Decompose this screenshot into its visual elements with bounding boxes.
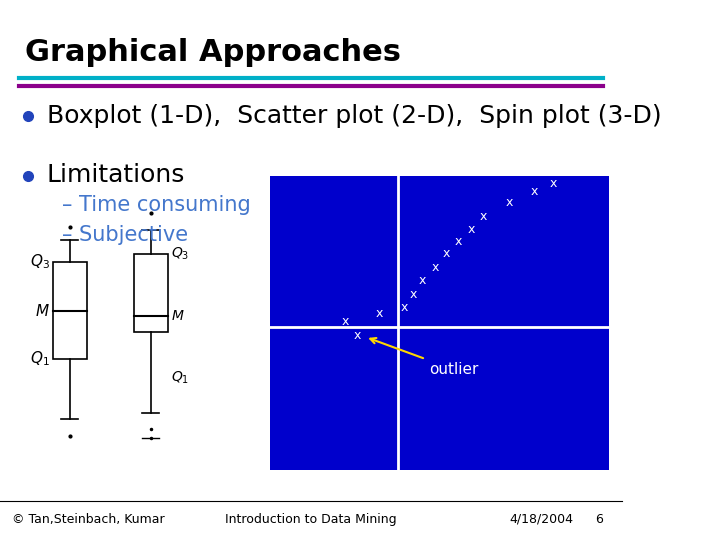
Text: $Q_1$: $Q_1$ — [30, 350, 50, 368]
Text: 4/18/2004: 4/18/2004 — [510, 513, 574, 526]
Text: x: x — [375, 307, 383, 320]
Bar — [53, 262, 87, 359]
Text: $M$: $M$ — [171, 309, 184, 323]
Text: $M$: $M$ — [35, 302, 50, 319]
Text: x: x — [400, 301, 408, 314]
Text: $Q_3$: $Q_3$ — [171, 246, 189, 262]
Text: Graphical Approaches: Graphical Approaches — [25, 38, 401, 67]
Text: x: x — [531, 185, 538, 198]
Text: © Tan,Steinbach, Kumar: © Tan,Steinbach, Kumar — [12, 513, 165, 526]
Text: – Time consuming: – Time consuming — [62, 195, 251, 215]
Text: x: x — [354, 329, 361, 342]
Text: x: x — [341, 315, 348, 328]
Bar — [134, 254, 168, 332]
Text: x: x — [419, 274, 426, 287]
Text: x: x — [443, 247, 450, 260]
Text: 6: 6 — [595, 513, 603, 526]
Text: x: x — [467, 223, 474, 236]
Text: Boxplot (1-D),  Scatter plot (2-D),  Spin plot (3-D): Boxplot (1-D), Scatter plot (2-D), Spin … — [47, 104, 661, 128]
Text: x: x — [549, 177, 557, 190]
Text: x: x — [410, 288, 417, 301]
Text: x: x — [431, 261, 438, 274]
Text: outlier: outlier — [429, 362, 478, 377]
Text: x: x — [455, 235, 462, 248]
Text: x: x — [506, 196, 513, 209]
Text: $Q_3$: $Q_3$ — [30, 253, 50, 271]
Text: $Q_1$: $Q_1$ — [171, 370, 189, 386]
Text: Limitations: Limitations — [47, 164, 185, 187]
Bar — [271, 176, 609, 470]
Text: – Subjective: – Subjective — [62, 225, 188, 245]
Text: Introduction to Data Mining: Introduction to Data Mining — [225, 513, 397, 526]
Text: x: x — [480, 210, 487, 222]
